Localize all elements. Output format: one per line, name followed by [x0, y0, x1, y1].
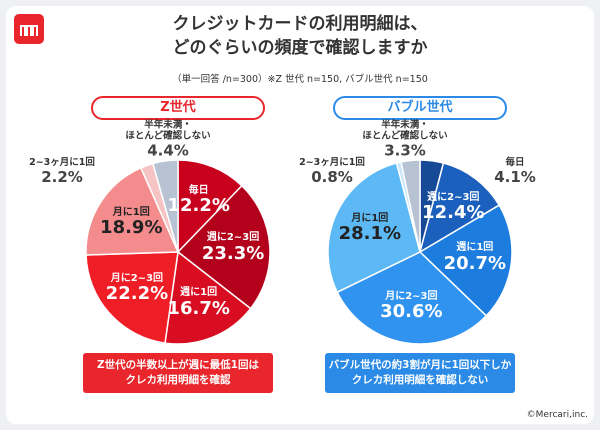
slice-category: 週に2~3回	[206, 232, 260, 243]
logo	[14, 14, 44, 44]
copyright: ©Mercari,inc.	[526, 410, 588, 420]
note: （単一回答 /n=300）※Z 世代 n=150, バブル世代 n=150	[172, 74, 428, 85]
slice-value: 12.2%	[167, 195, 230, 217]
slice-label: 2~3ヶ月に1回 2.2%	[29, 156, 95, 186]
slice-value: 23.3%	[201, 242, 265, 264]
pie-slice	[400, 159, 421, 253]
chart-title-pill: Z世代	[91, 96, 265, 120]
slice-value: 0.8%	[311, 167, 353, 186]
pie-slice	[177, 159, 243, 254]
slice-category: 毎日	[188, 184, 209, 196]
slice-label: 週に2~3回 23.3%	[202, 232, 264, 264]
pie-slice	[85, 251, 179, 344]
slice-value: 28.1%	[338, 223, 402, 245]
callout: バブル世代の約3割が月に1回以下しか クレカ利用明細を確認しない	[325, 353, 515, 393]
slice-value: 20.7%	[443, 252, 507, 274]
slice-label: 週に2~3回 12.4%	[422, 192, 484, 224]
slice-category: 月に1回	[351, 212, 389, 224]
slice-category: 毎日	[505, 156, 525, 168]
slice-value: 12.4%	[422, 202, 485, 224]
pie-slice	[151, 159, 179, 253]
slice-value: 3.3%	[384, 141, 426, 160]
slice-label: 週に1回 16.7%	[167, 287, 229, 319]
slice-category: 半年未満・ ほとんど確認しない	[362, 119, 448, 142]
pie-slice	[85, 166, 180, 256]
slice-label: 半年未満・ ほとんど確認しない 3.3%	[362, 119, 448, 160]
slice-value: 30.6%	[380, 300, 443, 322]
slice-category: 半年未満・ ほとんど確認しない	[125, 119, 211, 142]
slice-label: 毎日 12.2%	[167, 185, 229, 217]
pie-slice	[418, 204, 513, 317]
slice-label: 毎日 4.1%	[494, 156, 536, 186]
slice-label: 月に1回 28.1%	[339, 213, 401, 245]
callout: Z世代の半数以上が週に最低1回は クレカ利用明細を確認	[83, 353, 273, 393]
slice-label: 月に2~3回 30.6%	[380, 290, 442, 322]
slice-category: 月に1回	[112, 206, 150, 218]
slice-value: 22.2%	[105, 283, 169, 305]
pie-slice	[164, 250, 252, 345]
slice-category: 週に2~3回	[427, 191, 480, 203]
slice-value: 4.1%	[494, 167, 536, 186]
slice-label: 月に1回 18.9%	[100, 207, 162, 239]
slice-category: 2~3ヶ月に1回	[299, 156, 365, 168]
slice-category: 2~3ヶ月に1回	[29, 156, 95, 168]
slice-category: 週に1回	[180, 287, 218, 299]
slice-label: 月に2~3回 22.2%	[106, 273, 168, 305]
pie-slice	[176, 184, 271, 310]
pie-slice	[327, 162, 421, 294]
chart-title-pill: バブル世代	[333, 96, 507, 120]
pie-slice	[336, 251, 488, 345]
slice-category: 月に2~3回	[110, 272, 164, 284]
slice-value: 2.2%	[41, 167, 83, 186]
logo-mark	[20, 25, 38, 36]
slice-value: 16.7%	[167, 297, 230, 319]
slice-value: 18.9%	[100, 217, 163, 239]
title: クレジットカードの利用明細は、 どのぐらいの頻度で確認しますか	[172, 14, 428, 58]
slice-category: 月に2~3回	[385, 290, 438, 302]
slice-label: 週に1回 20.7%	[444, 242, 506, 274]
slice-value: 4.4%	[147, 141, 189, 160]
slice-label: 2~3ヶ月に1回 0.8%	[299, 156, 365, 186]
slice-label: 半年未満・ ほとんど確認しない 4.4%	[125, 119, 211, 160]
pie-slice	[418, 162, 501, 254]
slice-category: 週に1回	[456, 242, 494, 254]
